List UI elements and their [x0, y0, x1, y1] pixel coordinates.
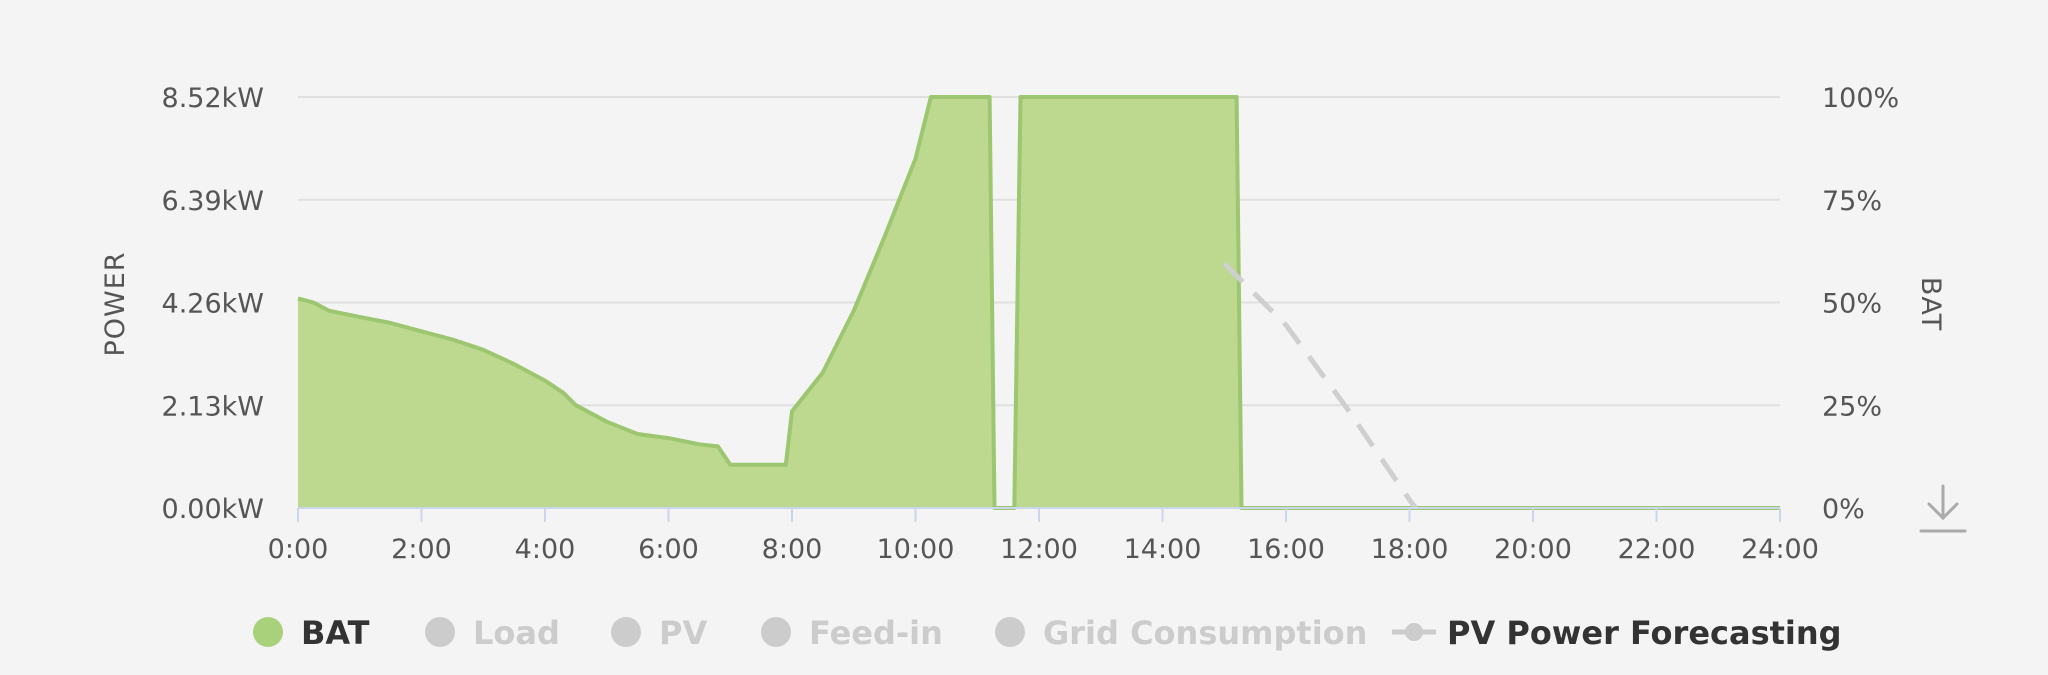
y-right-tick-label: 75% — [1822, 186, 1882, 217]
y-right-tick-label: 0% — [1822, 494, 1865, 525]
y-axis-right-title: BAT — [1915, 277, 1946, 331]
y-left-tick-label: 6.39kW — [162, 186, 264, 217]
x-tick-label: 22:00 — [1618, 534, 1696, 565]
x-tick-label: 10:00 — [877, 534, 955, 565]
download-icon — [1919, 484, 1967, 533]
y-right-tick-label: 25% — [1822, 391, 1882, 422]
x-tick-label: 16:00 — [1247, 534, 1325, 565]
legend-label: Grid Consumption — [1043, 614, 1367, 652]
x-tick-label: 12:00 — [1000, 534, 1078, 565]
x-tick-label: 2:00 — [391, 534, 452, 565]
legend-item-pv-power-forecasting[interactable]: PV Power Forecasting — [1392, 614, 1842, 652]
series-line-pv-power-forecasting — [1222, 261, 1418, 510]
legend-item-load[interactable]: Load — [425, 614, 560, 652]
legend-marker — [253, 617, 283, 647]
legend-marker — [1405, 623, 1423, 641]
y-right-tick-label: 50% — [1822, 289, 1882, 320]
x-tick-label: 6:00 — [638, 534, 699, 565]
legend-marker — [425, 617, 455, 647]
legend-item-pv[interactable]: PV — [611, 614, 707, 652]
legend-label: PV Power Forecasting — [1447, 614, 1842, 652]
x-tick-label: 0:00 — [268, 534, 329, 565]
axes: 0.00kW 0% 2.13kW 25% 4.26kW 50% 6.39kW 75% 8.52k… — [162, 83, 1900, 565]
legend-label: PV — [659, 614, 707, 652]
legend-item-bat[interactable]: BAT — [253, 614, 370, 652]
legend-marker — [611, 617, 641, 647]
y-left-tick-label: 4.26kW — [162, 289, 264, 320]
series-area-bat — [298, 97, 1780, 508]
y-axis-left-title: POWER — [100, 251, 131, 356]
y-left-tick-label: 2.13kW — [162, 391, 264, 422]
legend-label: BAT — [301, 614, 370, 652]
legend-label: Feed-in — [809, 614, 943, 652]
legend-marker — [995, 617, 1025, 647]
legend-label: Load — [473, 614, 560, 652]
x-tick-label: 4:00 — [515, 534, 576, 565]
legend: BAT Load PV Feed-in Grid Consumption PV Power… — [253, 614, 1842, 652]
y-left-tick-label: 8.52kW — [162, 83, 264, 114]
y-left-tick-label: 0.00kW — [162, 494, 264, 525]
legend-item-feed-in[interactable]: Feed-in — [761, 614, 943, 652]
x-tick-label: 18:00 — [1371, 534, 1449, 565]
download-button[interactable] — [1919, 484, 1967, 533]
x-tick-label: 24:00 — [1741, 534, 1819, 565]
legend-marker — [761, 617, 791, 647]
x-tick-label: 20:00 — [1494, 534, 1572, 565]
legend-item-grid-consumption[interactable]: Grid Consumption — [995, 614, 1367, 652]
series-line-bat — [297, 95, 1780, 510]
x-tick-label: 14:00 — [1124, 534, 1202, 565]
x-tick-label: 8:00 — [762, 534, 823, 565]
series-layer — [297, 95, 1780, 510]
y-right-tick-label: 100% — [1822, 83, 1899, 114]
